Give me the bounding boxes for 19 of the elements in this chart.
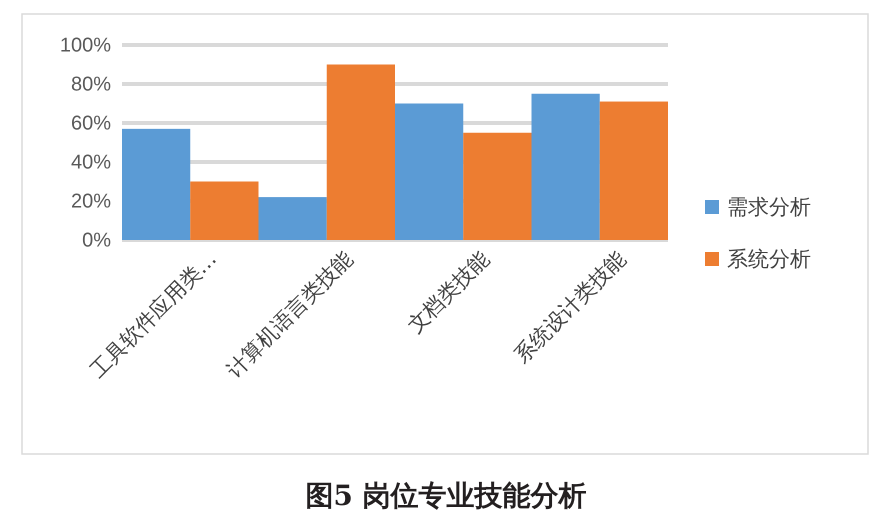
text: 图5 岗位专业技能分析	[305, 479, 587, 512]
bar	[463, 132, 532, 240]
x-tick-label: 系统设计类技能	[510, 246, 631, 368]
x-tick-label: 文档类技能	[402, 246, 494, 338]
y-tick-label: 100%	[60, 34, 112, 56]
bar	[532, 94, 600, 240]
y-tick-label: 60%	[70, 112, 112, 134]
y-tick-label: 20%	[70, 190, 112, 212]
y-tick-label: 40%	[70, 151, 112, 174]
bar	[395, 104, 464, 240]
bar	[326, 64, 395, 240]
x-tick-label: 计算机语言类技能	[222, 246, 358, 382]
bar	[258, 197, 327, 240]
bar	[122, 128, 190, 240]
bar	[600, 102, 668, 240]
y-tick-label: 80%	[70, 73, 112, 96]
legend-label: 需求分析	[727, 195, 811, 219]
legend-label: 系统分析	[727, 247, 811, 271]
bar	[190, 182, 258, 240]
